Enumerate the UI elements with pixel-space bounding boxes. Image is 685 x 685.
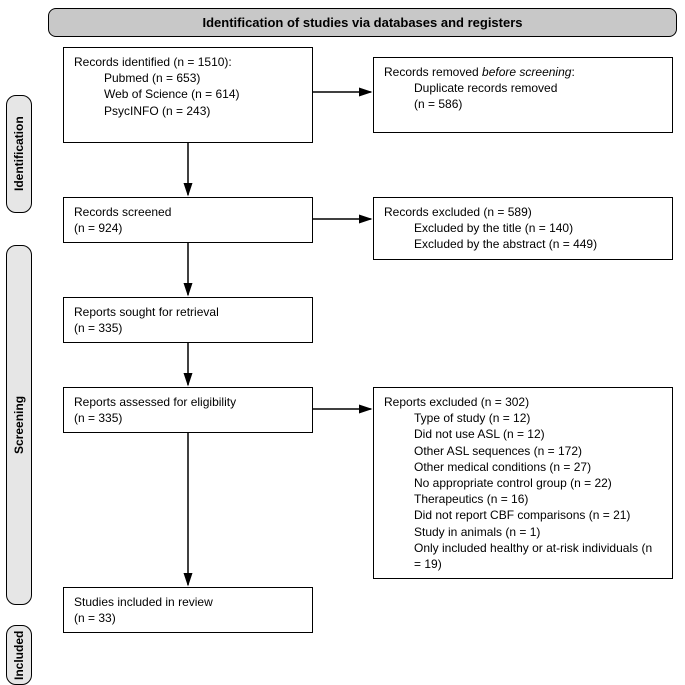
box-assessed: Reports assessed for eligibility (n = 33…: [63, 387, 313, 433]
flow-area: Records identified (n = 1510): Pubmed (n…: [48, 47, 677, 642]
list-item: Did not report CBF comparisons (n = 21): [384, 507, 662, 523]
box-line: (n = 335): [74, 410, 302, 426]
list-item: Type of study (n = 12): [384, 410, 662, 426]
box-sought: Reports sought for retrieval (n = 335): [63, 297, 313, 343]
phase-identification: Identification: [6, 95, 32, 213]
phase-included: Included: [6, 625, 32, 685]
box-title: Reports excluded (n = 302): [384, 394, 662, 410]
box-removed-before: Records removed before screening: Duplic…: [373, 57, 673, 133]
list-item: (n = 586): [384, 96, 662, 112]
box-line: (n = 33): [74, 610, 302, 626]
box-excluded-full: Reports excluded (n = 302) Type of study…: [373, 387, 673, 579]
box-line: (n = 924): [74, 220, 302, 236]
list-item: Duplicate records removed: [384, 80, 662, 96]
list-item: Other ASL sequences (n = 172): [384, 443, 662, 459]
box-line: Records screened: [74, 204, 302, 220]
list-item: Therapeutics (n = 16): [384, 491, 662, 507]
box-identified: Records identified (n = 1510): Pubmed (n…: [63, 47, 313, 143]
box-line: Studies included in review: [74, 594, 302, 610]
box-line: Reports sought for retrieval: [74, 304, 302, 320]
list-item: No appropriate control group (n = 22): [384, 475, 662, 491]
list-item: Did not use ASL (n = 12): [384, 426, 662, 442]
box-included: Studies included in review (n = 33): [63, 587, 313, 633]
list-item: Only included healthy or at-risk individ…: [384, 540, 662, 572]
list-item: Other medical conditions (n = 27): [384, 459, 662, 475]
list-item: Pubmed (n = 653): [74, 70, 302, 86]
list-item: Excluded by the abstract (n = 449): [384, 236, 662, 252]
box-line: Reports assessed for eligibility: [74, 394, 302, 410]
box-title: Records removed before screening:: [384, 64, 662, 80]
header-bar: Identification of studies via databases …: [48, 8, 677, 37]
phase-screening: Screening: [6, 245, 32, 605]
box-screened: Records screened (n = 924): [63, 197, 313, 243]
box-title: Records identified (n = 1510):: [74, 54, 302, 70]
box-excluded-screen: Records excluded (n = 589) Excluded by t…: [373, 197, 673, 260]
list-item: Excluded by the title (n = 140): [384, 220, 662, 236]
box-title: Records excluded (n = 589): [384, 204, 662, 220]
list-item: Study in animals (n = 1): [384, 524, 662, 540]
list-item: PsycINFO (n = 243): [74, 103, 302, 119]
list-item: Web of Science (n = 614): [74, 86, 302, 102]
box-line: (n = 335): [74, 320, 302, 336]
